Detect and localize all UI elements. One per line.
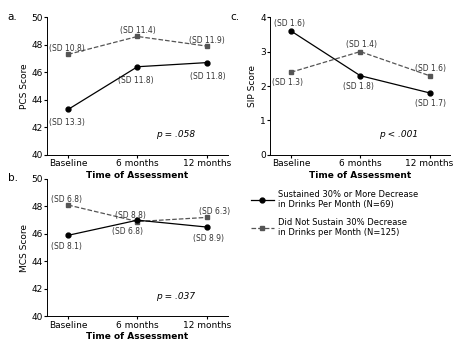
- Text: (SD 11.4): (SD 11.4): [119, 26, 155, 35]
- Text: (SD 6.3): (SD 6.3): [200, 207, 231, 216]
- X-axis label: Time of Assessment: Time of Assessment: [309, 171, 411, 180]
- Text: (SD 1.7): (SD 1.7): [415, 99, 447, 108]
- Text: (SD 6.8): (SD 6.8): [51, 195, 82, 204]
- Text: (SD 11.8): (SD 11.8): [118, 76, 154, 85]
- X-axis label: Time of Assessment: Time of Assessment: [86, 332, 189, 342]
- Text: p < .001: p < .001: [379, 130, 418, 139]
- Legend: Sustained 30% or More Decrease
in Drinks Per Month (N=69), Did Not Sustain 30% D: Sustained 30% or More Decrease in Drinks…: [251, 190, 419, 237]
- Text: (SD 1.8): (SD 1.8): [344, 82, 374, 91]
- Text: (SD 1.3): (SD 1.3): [272, 78, 303, 87]
- Y-axis label: SIP Score: SIP Score: [248, 65, 257, 107]
- X-axis label: Time of Assessment: Time of Assessment: [86, 171, 189, 180]
- Text: (SD 1.4): (SD 1.4): [346, 40, 377, 49]
- Text: p = .037: p = .037: [156, 292, 195, 301]
- Text: (SD 11.8): (SD 11.8): [190, 72, 226, 80]
- Text: (SD 10.8): (SD 10.8): [49, 44, 85, 53]
- Text: c.: c.: [230, 12, 240, 22]
- Text: p = .058: p = .058: [156, 130, 195, 139]
- Y-axis label: MCS Score: MCS Score: [20, 224, 29, 272]
- Text: (SD 11.9): (SD 11.9): [189, 36, 225, 45]
- Text: b.: b.: [8, 173, 18, 183]
- Text: (SD 1.6): (SD 1.6): [415, 64, 447, 73]
- Text: a.: a.: [8, 12, 18, 22]
- Text: (SD 8.9): (SD 8.9): [192, 234, 224, 243]
- Text: (SD 8.1): (SD 8.1): [51, 242, 82, 251]
- Text: (SD 1.6): (SD 1.6): [274, 19, 305, 28]
- Y-axis label: PCS Score: PCS Score: [20, 63, 29, 109]
- Text: (SD 8.8): (SD 8.8): [115, 212, 146, 221]
- Text: (SD 13.3): (SD 13.3): [49, 118, 85, 127]
- Text: (SD 6.8): (SD 6.8): [111, 227, 143, 236]
